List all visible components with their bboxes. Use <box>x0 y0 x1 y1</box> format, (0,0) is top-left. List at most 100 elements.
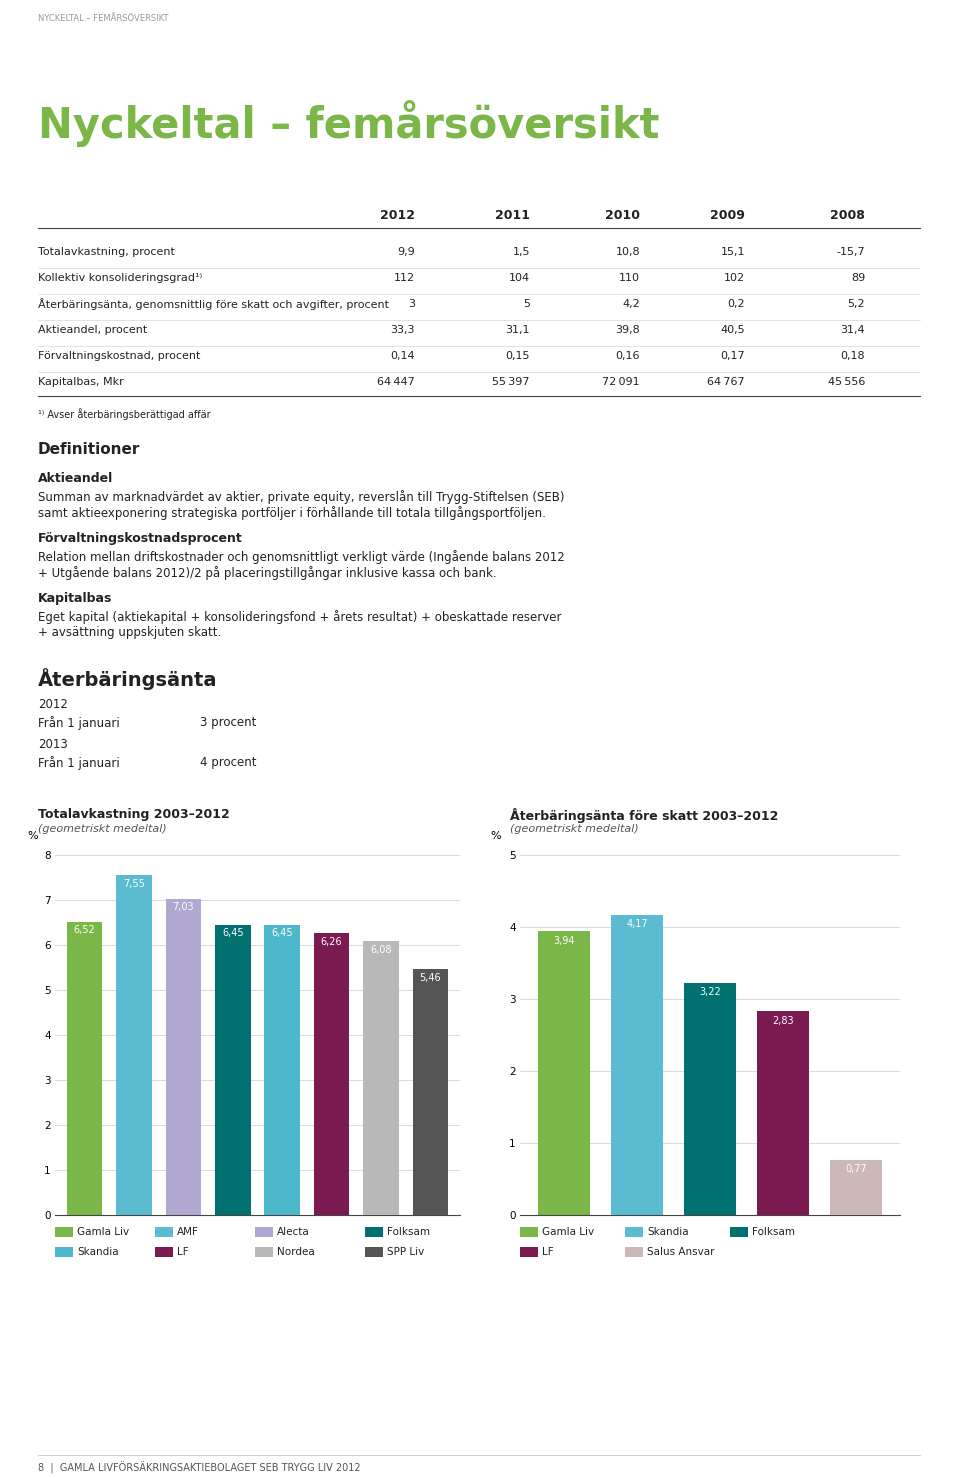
Text: Förvaltningskostnadsprocent: Förvaltningskostnadsprocent <box>38 532 243 545</box>
Text: ¹⁾ Avser återbäringsberättigad affär: ¹⁾ Avser återbäringsberättigad affär <box>38 408 210 420</box>
Bar <box>314 933 349 1215</box>
Text: 6,45: 6,45 <box>272 928 293 939</box>
Text: 2008: 2008 <box>830 208 865 222</box>
Text: 15,1: 15,1 <box>721 247 745 257</box>
Text: Nyckeltal – femårsöversikt: Nyckeltal – femårsöversikt <box>38 101 660 146</box>
Text: 4,17: 4,17 <box>626 919 648 930</box>
Text: 5: 5 <box>523 299 530 309</box>
Text: SPP Liv: SPP Liv <box>387 1247 424 1256</box>
Bar <box>611 915 663 1215</box>
Text: Förvaltningskostnad, procent: Förvaltningskostnad, procent <box>38 350 201 361</box>
Text: -15,7: -15,7 <box>836 247 865 257</box>
Bar <box>264 925 300 1215</box>
Text: 2012: 2012 <box>380 208 415 222</box>
Text: 1,5: 1,5 <box>513 247 530 257</box>
Text: 64 447: 64 447 <box>377 377 415 387</box>
Text: Skandia: Skandia <box>77 1247 119 1256</box>
Text: Från 1 januari: Från 1 januari <box>38 715 120 730</box>
Text: 0,15: 0,15 <box>506 350 530 361</box>
Text: 0,14: 0,14 <box>391 350 415 361</box>
Text: Aktieandel, procent: Aktieandel, procent <box>38 325 147 336</box>
Text: Återbäringsänta, genomsnittlig före skatt och avgifter, procent: Återbäringsänta, genomsnittlig före skat… <box>38 299 389 310</box>
Text: 3 procent: 3 procent <box>200 715 256 729</box>
Text: 7,55: 7,55 <box>123 879 145 888</box>
Text: 5,2: 5,2 <box>848 299 865 309</box>
Text: Aktieandel: Aktieandel <box>38 471 113 485</box>
Text: 112: 112 <box>394 273 415 282</box>
Text: Gamla Liv: Gamla Liv <box>542 1227 594 1237</box>
Text: 110: 110 <box>619 273 640 282</box>
Bar <box>538 931 590 1215</box>
Text: 2010: 2010 <box>605 208 640 222</box>
Text: 9,9: 9,9 <box>397 247 415 257</box>
Text: 102: 102 <box>724 273 745 282</box>
Text: NYCKELTAL – FEMÅRSÖVERSIKT: NYCKELTAL – FEMÅRSÖVERSIKT <box>38 13 169 24</box>
Text: 2012: 2012 <box>38 698 68 711</box>
Text: Folksam: Folksam <box>387 1227 430 1237</box>
Text: AMF: AMF <box>177 1227 199 1237</box>
Text: 72 091: 72 091 <box>602 377 640 387</box>
Text: Alecta: Alecta <box>277 1227 310 1237</box>
Text: + Utgående balans 2012)/2 på placeringstillgångar inklusive kassa och bank.: + Utgående balans 2012)/2 på placeringst… <box>38 566 496 579</box>
Text: Återbäringsänta före skatt 2003–2012: Återbäringsänta före skatt 2003–2012 <box>510 808 779 823</box>
Text: 33,3: 33,3 <box>391 325 415 336</box>
Text: 5,46: 5,46 <box>420 973 442 983</box>
Text: 64 767: 64 767 <box>708 377 745 387</box>
Y-axis label: %: % <box>28 831 38 841</box>
Text: 8  |  GAMLA LIVFÖRSÄKRINGSAKTIEBOLAGET SEB TRYGG LIV 2012: 8 | GAMLA LIVFÖRSÄKRINGSAKTIEBOLAGET SEB… <box>38 1462 361 1474</box>
Text: 31,4: 31,4 <box>840 325 865 336</box>
Text: Skandia: Skandia <box>647 1227 688 1237</box>
Text: 2011: 2011 <box>495 208 530 222</box>
Text: 6,45: 6,45 <box>222 928 244 939</box>
Text: Kapitalbas, Mkr: Kapitalbas, Mkr <box>38 377 124 387</box>
Text: Kapitalbas: Kapitalbas <box>38 593 112 605</box>
Text: Summan av marknadvärdet av aktier, private equity, reverslån till Trygg-Stiftels: Summan av marknadvärdet av aktier, priva… <box>38 491 564 504</box>
Text: (geometriskt medeltal): (geometriskt medeltal) <box>510 825 638 834</box>
Text: Relation mellan driftskostnader och genomsnittligt verkligt värde (Ingående bala: Relation mellan driftskostnader och geno… <box>38 550 564 565</box>
Bar <box>116 875 152 1215</box>
Text: 4 procent: 4 procent <box>200 757 256 769</box>
Text: Totalavkastning 2003–2012: Totalavkastning 2003–2012 <box>38 808 229 820</box>
Text: 10,8: 10,8 <box>615 247 640 257</box>
Text: LF: LF <box>177 1247 188 1256</box>
Text: 0,18: 0,18 <box>840 350 865 361</box>
Text: 104: 104 <box>509 273 530 282</box>
Text: samt aktieexponering strategiska portföljer i förhållande till totala tillgångsp: samt aktieexponering strategiska portföl… <box>38 505 546 520</box>
Text: Definitioner: Definitioner <box>38 442 140 457</box>
Text: 4,2: 4,2 <box>622 299 640 309</box>
Bar <box>684 983 736 1215</box>
Text: 39,8: 39,8 <box>615 325 640 336</box>
Text: Folksam: Folksam <box>752 1227 795 1237</box>
Text: 0,77: 0,77 <box>845 1163 867 1174</box>
Text: 3,94: 3,94 <box>553 936 575 946</box>
Text: 40,5: 40,5 <box>720 325 745 336</box>
Text: 55 397: 55 397 <box>492 377 530 387</box>
Text: Gamla Liv: Gamla Liv <box>77 1227 130 1237</box>
Text: 31,1: 31,1 <box>506 325 530 336</box>
Text: 0,17: 0,17 <box>720 350 745 361</box>
Text: 6,52: 6,52 <box>74 925 95 936</box>
Text: 2009: 2009 <box>710 208 745 222</box>
Text: (geometriskt medeltal): (geometriskt medeltal) <box>38 825 167 834</box>
Text: LF: LF <box>542 1247 554 1256</box>
Text: 89: 89 <box>851 273 865 282</box>
Text: + avsättning uppskjuten skatt.: + avsättning uppskjuten skatt. <box>38 627 221 638</box>
Text: 45 556: 45 556 <box>828 377 865 387</box>
Y-axis label: %: % <box>490 831 500 841</box>
Text: 3,22: 3,22 <box>699 987 721 998</box>
Text: Eget kapital (aktiekapital + konsolideringsfond + årets resultat) + obeskattade : Eget kapital (aktiekapital + konsolideri… <box>38 610 562 624</box>
Text: 2013: 2013 <box>38 738 68 751</box>
Bar <box>829 1160 882 1215</box>
Bar <box>413 970 448 1215</box>
Text: 0,16: 0,16 <box>615 350 640 361</box>
Text: 2,83: 2,83 <box>772 1015 794 1026</box>
Bar <box>215 925 251 1215</box>
Text: 6,26: 6,26 <box>321 937 343 947</box>
Text: Salus Ansvar: Salus Ansvar <box>647 1247 714 1256</box>
Text: Återbäringsänta: Återbäringsänta <box>38 668 218 690</box>
Text: 6,08: 6,08 <box>371 944 392 955</box>
Text: Från 1 januari: Från 1 januari <box>38 757 120 770</box>
Text: 7,03: 7,03 <box>173 902 194 912</box>
Text: Kollektiv konsolideringsgrad¹⁾: Kollektiv konsolideringsgrad¹⁾ <box>38 273 203 282</box>
Bar <box>756 1011 809 1215</box>
